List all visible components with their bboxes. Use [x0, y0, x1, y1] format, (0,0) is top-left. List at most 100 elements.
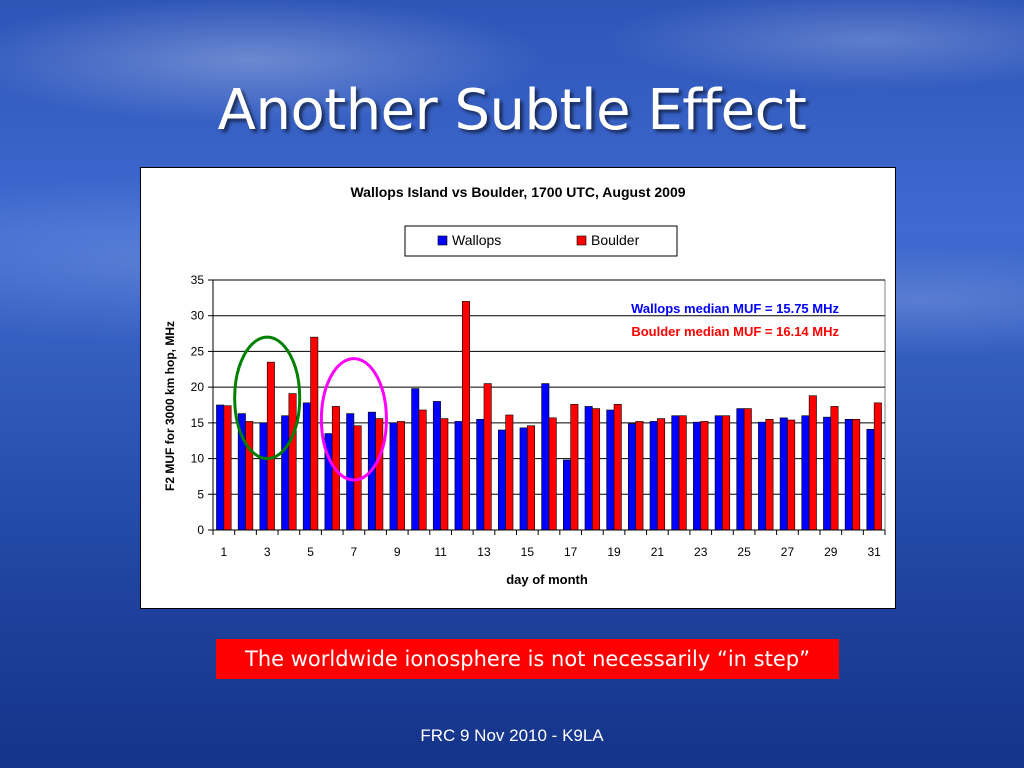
- bar-wallops: [281, 415, 290, 531]
- bar-wallops: [649, 421, 658, 531]
- takeaway-banner: The worldwide ionosphere is not necessar…: [216, 639, 839, 679]
- bar-boulder: [266, 361, 275, 531]
- bar-wallops: [346, 413, 355, 531]
- x-tick-label: 3: [264, 545, 271, 559]
- bar-wallops: [671, 415, 680, 531]
- bar-boulder: [310, 336, 319, 531]
- bar-boulder: [592, 408, 601, 531]
- bar-wallops: [801, 415, 810, 531]
- highlight-ellipse: [233, 335, 302, 461]
- x-tick-label: 23: [694, 545, 708, 559]
- bar-boulder: [787, 419, 796, 531]
- axes: [208, 279, 886, 535]
- bar-boulder: [245, 421, 254, 531]
- bar-chart: Wallops Island vs Boulder, 1700 UTC, Aug…: [163, 184, 886, 587]
- y-tick-labels: 0 5 10 15 20 25 30 35: [191, 273, 205, 537]
- bar-wallops: [584, 406, 593, 531]
- bar-wallops: [497, 429, 506, 531]
- bar-wallops: [519, 427, 528, 531]
- annotation-boulder-median: Boulder median MUF = 16.14 MHz: [631, 324, 839, 339]
- bar-boulder: [418, 409, 427, 531]
- x-tick-label: 13: [477, 545, 491, 559]
- chart-frame: Wallops Island vs Boulder, 1700 UTC, Aug…: [140, 167, 896, 609]
- bar-boulder: [635, 421, 644, 531]
- bar-boulder: [483, 383, 492, 531]
- bar-boulder: [873, 402, 882, 531]
- bar-boulder: [505, 414, 514, 531]
- chart-title: Wallops Island vs Boulder, 1700 UTC, Aug…: [350, 184, 685, 200]
- bar-boulder: [765, 418, 774, 531]
- bar-boulder: [700, 421, 709, 531]
- x-tick-label: 17: [564, 545, 578, 559]
- slide-footer: FRC 9 Nov 2010 - K9LA: [420, 726, 604, 745]
- x-tick-labels: 1 3 5 7 9 11 13 15 17 19 21 23 25 27 29 31: [220, 545, 881, 559]
- x-tick-label: 1: [220, 545, 227, 559]
- y-tick-label: 25: [191, 344, 205, 358]
- x-axis-label: day of month: [506, 572, 588, 587]
- bar-boulder: [396, 421, 405, 531]
- y-tick-label: 30: [191, 309, 205, 323]
- bar-boulder: [657, 418, 666, 531]
- bar-boulder: [440, 418, 449, 531]
- y-axis-label: F2 MUF for 3000 km hop, MHz: [163, 321, 177, 491]
- annotation-wallops-median: Wallops median MUF = 15.75 MHz: [631, 301, 839, 316]
- bar-boulder: [852, 418, 861, 531]
- y-tick-label: 20: [191, 380, 205, 394]
- bar-boulder: [570, 403, 579, 531]
- bar-boulder: [223, 405, 232, 531]
- bar-boulder: [613, 403, 622, 531]
- x-tick-label: 31: [867, 545, 881, 559]
- bar-wallops: [411, 388, 420, 531]
- bar-wallops: [779, 417, 788, 531]
- bar-boulder: [678, 415, 687, 531]
- bar-wallops: [259, 422, 268, 531]
- bar-wallops: [454, 421, 463, 531]
- x-tick-label: 15: [521, 545, 535, 559]
- legend-label-boulder: Boulder: [591, 232, 640, 248]
- x-tick-label: 7: [351, 545, 358, 559]
- bar-boulder: [722, 415, 731, 531]
- legend-swatch-wallops: [437, 235, 448, 246]
- y-tick-label: 5: [197, 487, 204, 501]
- bar-wallops: [606, 409, 615, 531]
- x-tick-label: 11: [434, 545, 447, 559]
- x-tick-label: 27: [781, 545, 795, 559]
- bar-boulder: [527, 425, 535, 531]
- bar-wallops: [693, 421, 702, 531]
- bar-wallops: [432, 401, 441, 531]
- highlight-ellipses: [233, 335, 388, 482]
- bar-boulder: [375, 418, 384, 531]
- bar-wallops: [628, 423, 637, 531]
- bar-boulder: [548, 417, 557, 531]
- bar-boulder: [288, 393, 297, 531]
- slide-title: Another Subtle Effect: [217, 78, 807, 143]
- bar-wallops: [302, 402, 311, 531]
- bar-wallops: [844, 418, 853, 531]
- bar-wallops: [563, 459, 571, 531]
- bar-boulder: [808, 395, 817, 531]
- bar-wallops: [758, 421, 767, 531]
- bar-wallops: [541, 383, 550, 531]
- y-tick-label: 10: [191, 452, 205, 466]
- bar-boulder: [461, 301, 470, 531]
- x-tick-label: 9: [394, 545, 401, 559]
- bars: [216, 301, 882, 531]
- y-tick-label: 15: [191, 416, 205, 430]
- bar-boulder: [830, 406, 839, 531]
- x-tick-label: 21: [651, 545, 665, 559]
- bar-wallops: [823, 416, 832, 531]
- bar-wallops: [866, 428, 875, 531]
- bar-wallops: [714, 415, 723, 531]
- bar-wallops: [389, 422, 398, 531]
- y-tick-label: 35: [191, 273, 205, 287]
- x-tick-label: 19: [607, 545, 621, 559]
- bar-boulder: [743, 408, 752, 531]
- bar-wallops: [216, 404, 225, 531]
- x-tick-label: 25: [737, 545, 751, 559]
- bar-wallops: [736, 408, 745, 531]
- legend-label-wallops: Wallops: [452, 232, 501, 248]
- x-tick-label: 29: [824, 545, 838, 559]
- legend: Wallops Boulder: [404, 225, 678, 257]
- x-tick-label: 5: [307, 545, 314, 559]
- legend-box: [404, 225, 678, 257]
